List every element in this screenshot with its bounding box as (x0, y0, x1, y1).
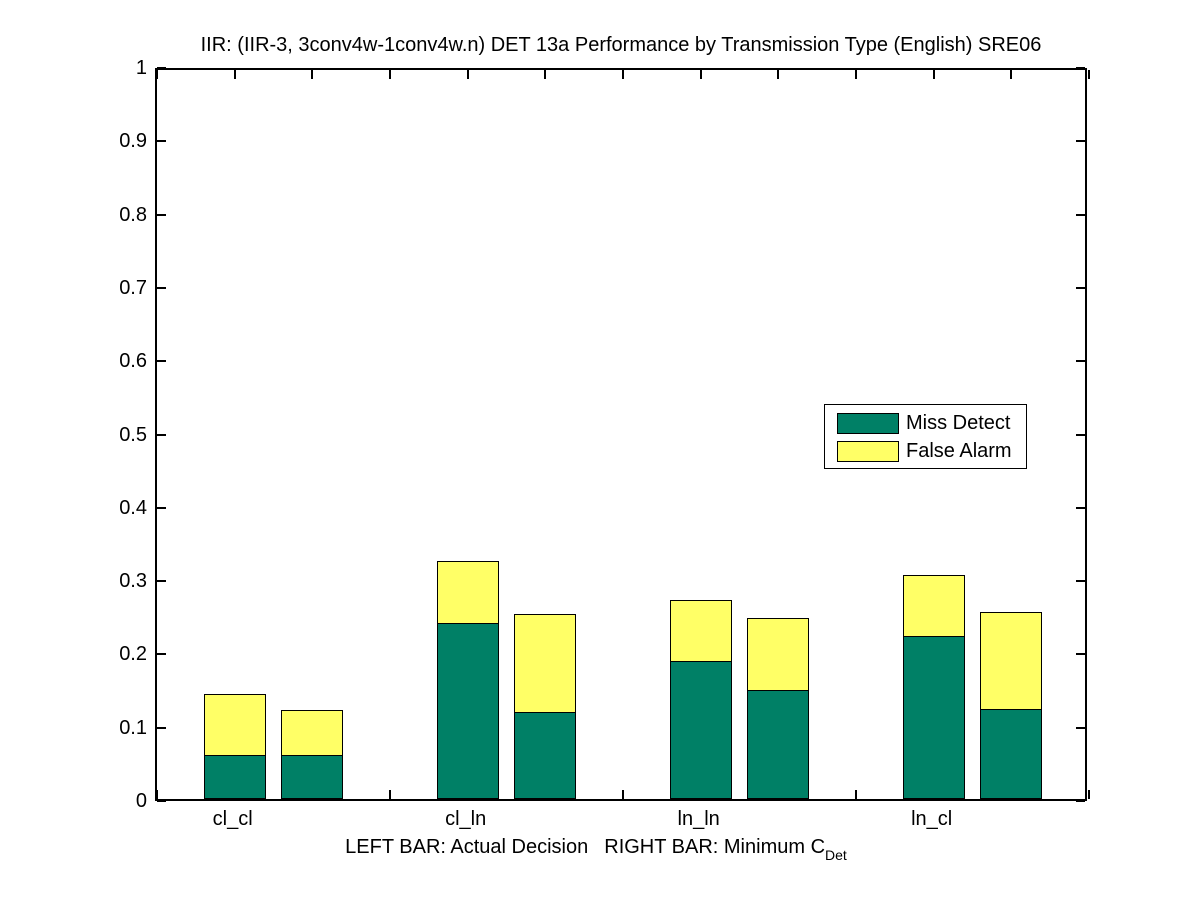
y-tick-label: 0.1 (119, 716, 147, 739)
y-tick-mark (157, 360, 166, 363)
y-tick-mark (157, 67, 166, 69)
x-tick-mark (1010, 70, 1013, 79)
stacked-bar-ln_ln-right (747, 618, 810, 799)
x-axis-title-right: RIGHT BAR: Minimum CDet (604, 836, 847, 863)
y-tick-label: 0.2 (119, 643, 147, 666)
y-tick-label: 0.6 (119, 350, 147, 373)
y-tick-mark (157, 140, 166, 143)
x-tick-mark (1088, 70, 1090, 79)
y-tick-mark (1076, 653, 1085, 656)
y-tick-label: 0.4 (119, 496, 147, 519)
y-tick-label: 0.8 (119, 203, 147, 226)
y-tick-mark (157, 213, 166, 216)
y-tick-mark (157, 506, 166, 509)
y-tick-mark (1076, 580, 1085, 583)
y-tick-mark (1076, 433, 1085, 436)
legend-entry-miss-detect: Miss Detect (825, 413, 1026, 434)
x-tick-mark (1088, 790, 1090, 799)
y-tick-mark (157, 726, 166, 729)
x-tick-label: cl_ln (445, 808, 487, 830)
y-tick-label: 0.9 (119, 130, 147, 153)
y-tick-mark (1076, 67, 1085, 69)
bar-segment-miss-detect (282, 755, 343, 798)
x-axis-title: LEFT BAR: Actual Decision RIGHT BAR: Min… (130, 836, 1062, 863)
miss-detect-swatch (837, 413, 899, 434)
y-tick-mark (157, 580, 166, 583)
bar-segment-miss-detect (437, 623, 498, 798)
legend-label-miss-detect: Miss Detect (906, 412, 1011, 434)
y-tick-mark (157, 800, 166, 802)
y-tick-mark (157, 433, 166, 436)
y-tick-label: 1 (135, 57, 147, 79)
y-tick-mark (1076, 213, 1085, 216)
x-tick-label: cl_cl (212, 808, 253, 830)
y-tick-label: 0 (135, 790, 147, 812)
x-tick-mark (855, 70, 857, 79)
x-axis-title-left: LEFT BAR: Actual Decision (345, 836, 589, 858)
y-tick-mark (1076, 286, 1085, 289)
x-tick-mark (622, 70, 624, 79)
false-alarm-swatch (837, 441, 899, 462)
legend-entry-false-alarm: False Alarm (825, 441, 1026, 462)
bar-segment-miss-detect (903, 636, 964, 798)
y-tick-mark (1076, 360, 1085, 363)
y-tick-mark (1076, 506, 1085, 509)
stacked-bar-ln_cl-right (980, 612, 1043, 799)
y-tick-mark (1076, 800, 1085, 802)
x-tick-label: ln_ln (677, 808, 720, 830)
x-tick-mark (544, 70, 547, 79)
bar-segment-miss-detect (204, 755, 265, 798)
legend: Miss Detect False Alarm (824, 404, 1027, 469)
x-tick-mark (932, 70, 935, 79)
y-tick-mark (1076, 726, 1085, 729)
x-tick-mark (156, 70, 158, 79)
stacked-bar-cl_ln-right (514, 614, 577, 799)
x-tick-mark (233, 70, 236, 79)
y-tick-label: 0.7 (119, 276, 147, 299)
y-tick-label: 0.5 (119, 423, 147, 446)
x-tick-mark (622, 790, 624, 799)
y-tick-label: 0.3 (119, 570, 147, 593)
x-tick-mark (311, 70, 314, 79)
stacked-bar-cl_cl-right (281, 710, 344, 799)
x-tick-mark (466, 70, 469, 79)
stacked-bar-cl_cl-left (203, 694, 266, 799)
x-tick-mark (855, 790, 857, 799)
bar-segment-miss-detect (515, 712, 576, 798)
x-axis-title-subscript: Det (825, 847, 847, 863)
bar-segment-miss-detect (670, 661, 731, 798)
x-tick-mark (156, 790, 158, 799)
x-tick-mark (389, 790, 391, 799)
stacked-bar-ln_cl-left (902, 575, 965, 799)
y-tick-mark (157, 286, 166, 289)
x-tick-mark (777, 70, 780, 79)
y-tick-mark (1076, 140, 1085, 143)
y-tick-mark (157, 653, 166, 656)
stacked-bar-cl_ln-left (436, 561, 499, 799)
legend-label-false-alarm: False Alarm (906, 440, 1012, 462)
stacked-bar-ln_ln-left (669, 600, 732, 799)
x-tick-mark (699, 70, 702, 79)
bar-segment-miss-detect (748, 690, 809, 798)
x-tick-mark (389, 70, 391, 79)
x-tick-label: ln_cl (911, 808, 953, 830)
bar-segment-miss-detect (981, 709, 1042, 798)
chart-title: IIR: (IIR-3, 3conv4w-1conv4w.n) DET 13a … (200, 34, 1042, 56)
